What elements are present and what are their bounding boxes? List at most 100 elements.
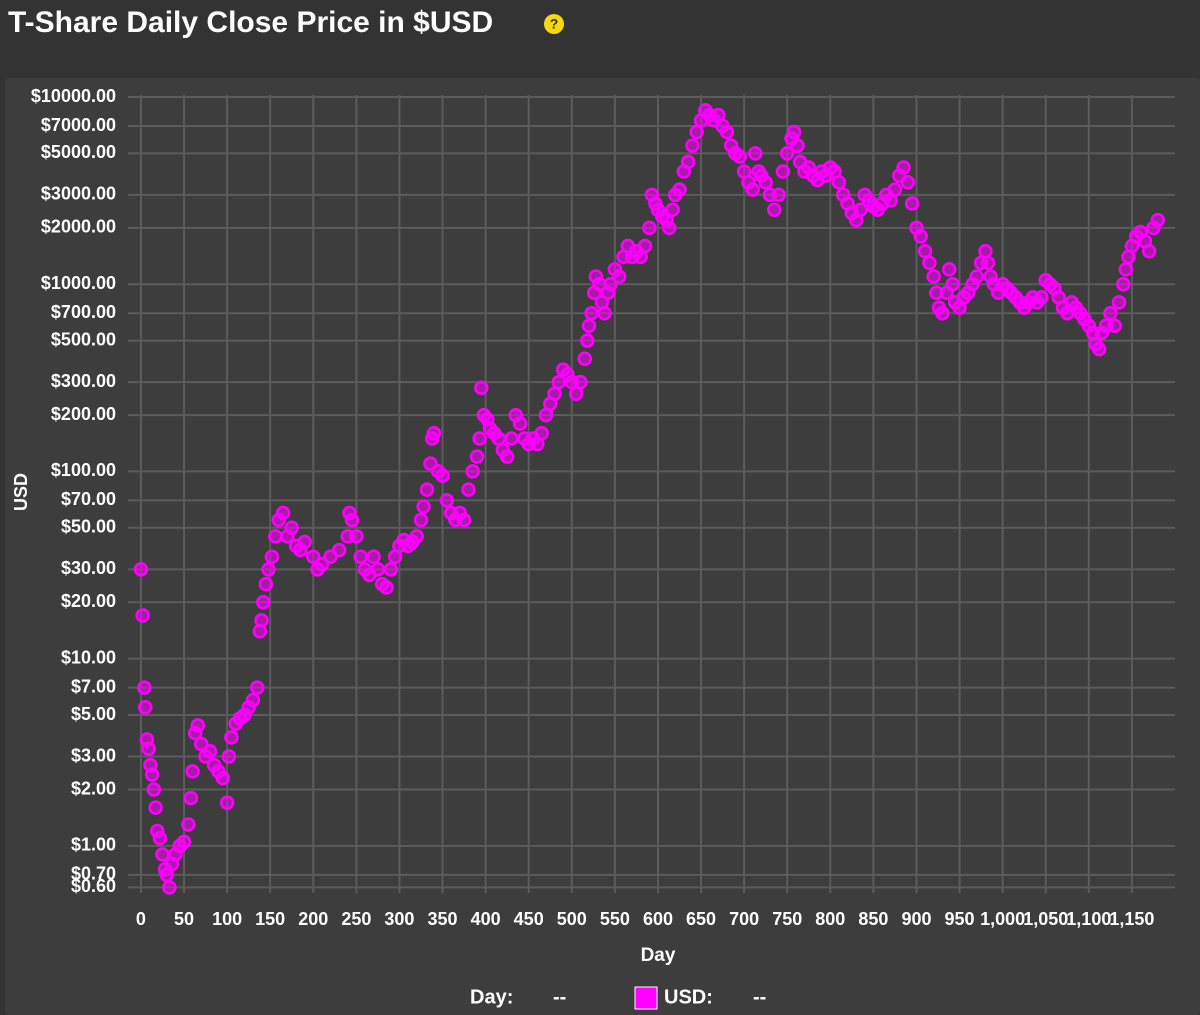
data-point	[137, 700, 153, 715]
y-tick-label: $0.70	[71, 864, 116, 884]
x-tick-label: 350	[428, 909, 458, 929]
y-tick-label: $7.00	[71, 676, 116, 696]
data-point	[685, 138, 700, 153]
data-point	[665, 202, 680, 217]
data-point	[426, 425, 442, 441]
data-point	[790, 138, 805, 153]
data-point	[202, 744, 218, 759]
data-point	[383, 562, 399, 577]
data-point	[261, 562, 276, 577]
data-point	[719, 124, 735, 140]
y-tick-label: $100.00	[51, 460, 116, 480]
data-point	[1034, 290, 1049, 305]
data-point	[597, 305, 612, 321]
data-point	[1111, 295, 1127, 310]
data-point	[1091, 341, 1107, 357]
legend-y-name: USD:	[664, 986, 713, 1008]
legend-x-value: --	[553, 986, 566, 1008]
y-tick-label: $500.00	[51, 329, 116, 349]
data-point	[1141, 244, 1157, 259]
help-icon-text[interactable]: ?	[550, 16, 559, 32]
data-point	[887, 182, 903, 197]
y-tick-label: $1000.00	[41, 273, 116, 293]
data-point	[297, 534, 312, 550]
x-tick-label: 300	[384, 909, 414, 929]
help-icon[interactable]	[544, 14, 564, 34]
data-point	[637, 238, 653, 254]
data-point	[469, 449, 485, 464]
data-point	[152, 830, 168, 846]
data-point	[584, 305, 599, 321]
data-point	[419, 482, 435, 497]
x-tick-label: 600	[643, 909, 673, 929]
data-point	[176, 834, 192, 850]
data-point	[219, 795, 235, 810]
data-point	[155, 847, 170, 862]
data-point	[779, 146, 795, 161]
y-tick-label: $10.00	[61, 647, 116, 667]
data-point	[256, 595, 271, 610]
data-point	[603, 276, 618, 292]
data-point	[969, 269, 985, 284]
data-point	[439, 493, 455, 508]
data-point	[853, 202, 868, 217]
data-point	[748, 146, 763, 161]
data-point	[221, 749, 237, 764]
data-point	[568, 386, 584, 401]
data-point	[416, 499, 431, 514]
x-tick-label: 1,050	[1023, 909, 1068, 929]
data-point	[245, 692, 261, 708]
data-point	[786, 124, 802, 140]
y-tick-label: $5000.00	[41, 142, 116, 162]
data-point	[366, 549, 381, 565]
data-point	[146, 782, 162, 797]
x-tick-label: 400	[471, 909, 501, 929]
data-point	[465, 464, 480, 479]
y-tick-label: $3.00	[71, 745, 116, 765]
x-tick-label: 900	[901, 909, 931, 929]
y-tick-label: $700.00	[51, 302, 116, 322]
data-point	[472, 431, 487, 446]
data-point	[1103, 305, 1118, 321]
data-point	[926, 269, 941, 284]
x-tick-label: 1,100	[1066, 909, 1111, 929]
data-point	[922, 255, 937, 271]
data-point	[268, 529, 283, 544]
data-point	[767, 202, 782, 217]
data-point	[672, 182, 687, 197]
x-tick-label: 50	[174, 909, 194, 929]
x-tick-label: 100	[212, 909, 242, 929]
y-tick-label: $2000.00	[41, 217, 116, 237]
x-tick-label: 950	[945, 909, 975, 929]
y-tick-label: $0.60	[71, 876, 116, 896]
data-point	[413, 512, 429, 528]
data-point	[499, 449, 515, 464]
x-tick-label: 150	[255, 909, 285, 929]
data-point	[275, 505, 291, 521]
data-point	[409, 529, 424, 544]
data-point	[183, 790, 199, 806]
y-tick-label: $5.00	[71, 704, 116, 724]
y-axis-label: USD	[11, 473, 31, 511]
data-point	[935, 305, 950, 321]
data-point	[1150, 212, 1166, 228]
data-point	[580, 333, 595, 348]
data-point	[254, 613, 269, 628]
data-point	[456, 512, 472, 528]
data-point	[680, 154, 696, 170]
data-point	[896, 160, 911, 175]
data-layer	[133, 102, 1166, 895]
data-point	[980, 255, 996, 271]
data-point	[732, 149, 748, 164]
data-point	[185, 764, 200, 779]
data-point	[775, 164, 791, 179]
x-tick-label: 200	[298, 909, 328, 929]
x-tick-label: 800	[815, 909, 845, 929]
data-point	[904, 196, 920, 211]
data-point	[913, 229, 929, 244]
data-point	[435, 468, 450, 483]
data-point	[349, 529, 364, 544]
data-point	[215, 770, 231, 786]
x-tick-label: 850	[858, 909, 888, 929]
